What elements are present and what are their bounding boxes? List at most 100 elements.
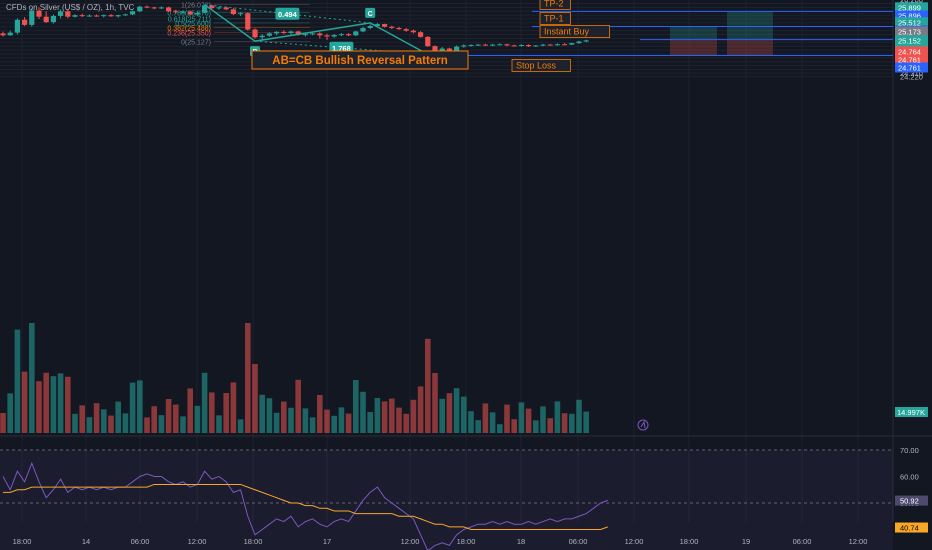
loss-zone-1 xyxy=(670,39,717,56)
volume-bar xyxy=(173,404,179,433)
candle-body xyxy=(295,31,301,35)
candle-body xyxy=(108,15,114,17)
time-tick-label: 06:00 xyxy=(793,537,812,546)
volume-bar xyxy=(439,398,445,433)
volume-bar xyxy=(216,415,222,433)
candle-body xyxy=(382,24,388,27)
volume-bar xyxy=(295,379,301,433)
candle-body xyxy=(432,46,438,53)
price-label-tag xyxy=(895,62,928,73)
rsi-pane xyxy=(0,449,893,550)
pattern-path xyxy=(204,4,429,56)
candle-body xyxy=(482,44,488,46)
volume-bar xyxy=(569,413,575,433)
rsi-value-tag xyxy=(895,495,928,506)
price-label-tag xyxy=(895,10,928,21)
candle-body xyxy=(562,44,568,46)
time-tick-label: 19 xyxy=(742,537,750,546)
candle-body xyxy=(180,11,186,13)
price-label-text: 25.512 xyxy=(898,18,921,27)
price-label-tag xyxy=(895,46,928,57)
price-label-tag xyxy=(895,26,928,37)
candle-body xyxy=(403,29,409,31)
candle-body xyxy=(209,5,215,9)
ratio-label: 1.768 xyxy=(332,44,351,53)
candle-body xyxy=(230,9,236,14)
candle-body xyxy=(389,26,395,28)
candle-body xyxy=(0,33,6,36)
volume-bar xyxy=(338,407,345,433)
rsi-ma-tag xyxy=(895,522,928,533)
candle-body xyxy=(137,6,143,12)
time-tick-label: 12:00 xyxy=(625,537,644,546)
position-boxes xyxy=(670,11,773,56)
volume-bar xyxy=(367,412,373,433)
trade-levels: TP-2 TP-1 Instant Buy Stop Loss xyxy=(420,0,893,72)
volume-bar xyxy=(331,415,337,433)
fib-level-label: 0(25.127) xyxy=(181,39,211,46)
candle-body xyxy=(490,44,496,46)
candle-body xyxy=(317,33,323,36)
candle-body xyxy=(288,31,294,34)
candle-body xyxy=(72,15,78,17)
rsi-tick-label: 60.00 xyxy=(900,473,919,482)
candle-body xyxy=(504,44,510,46)
rsi-value-label: 50.92 xyxy=(900,497,919,506)
candle-body xyxy=(36,10,42,17)
volume-bar xyxy=(65,376,71,433)
volume-bar xyxy=(281,401,287,433)
volume-bar xyxy=(374,398,381,433)
price-label-tag xyxy=(895,2,928,13)
price-tick-label: 26.300 xyxy=(900,0,923,1)
candle-body xyxy=(122,14,128,16)
volume-bar xyxy=(144,417,150,433)
candle-body xyxy=(115,15,121,17)
fib-level-label: 0.382(25.488) xyxy=(167,25,211,32)
volume-bar xyxy=(0,413,6,433)
candle-body xyxy=(238,13,244,15)
volume-bar xyxy=(353,380,359,433)
rsi-ma-label: 40.74 xyxy=(900,524,919,533)
volume-bar xyxy=(288,407,294,433)
volume-bar xyxy=(525,408,532,433)
candle-body xyxy=(554,44,560,46)
pattern-point-label: C xyxy=(368,11,373,18)
pattern-point-marker xyxy=(365,7,376,18)
candle-body xyxy=(425,36,431,47)
volume-bar xyxy=(259,394,265,433)
volume-bar xyxy=(511,419,517,433)
time-tick-label: 06:00 xyxy=(131,537,150,546)
candle-body xyxy=(216,7,222,9)
candle-body xyxy=(58,11,64,16)
candle-body xyxy=(475,44,481,46)
status-icon-ring xyxy=(637,419,649,431)
volume-bar xyxy=(309,417,316,433)
candle-body xyxy=(158,7,164,9)
candle-body xyxy=(187,11,193,15)
volume-bar xyxy=(554,401,561,433)
candle-body xyxy=(29,10,35,25)
volume-bar xyxy=(396,407,402,433)
volume-bar xyxy=(345,413,352,433)
volume-bar xyxy=(583,411,589,433)
volume-bar xyxy=(302,408,309,433)
volume-value-tag xyxy=(895,407,928,417)
volume-bar xyxy=(223,393,229,433)
volume-bar xyxy=(14,329,21,433)
time-tick-label: 12:00 xyxy=(401,537,420,546)
time-tick-label: 12:00 xyxy=(188,537,207,546)
candle-body xyxy=(353,31,359,36)
price-label-text: 25.896 xyxy=(898,11,921,20)
candle-body xyxy=(7,32,13,36)
volume-bar xyxy=(389,398,395,433)
candle-body xyxy=(223,7,229,10)
candle-body xyxy=(547,44,553,46)
price-tick-label: 24.220 xyxy=(900,72,923,81)
volume-bar xyxy=(57,373,64,433)
volume-bar xyxy=(180,416,186,433)
candle-body xyxy=(454,46,460,51)
volume-bar xyxy=(115,401,121,433)
volume-bar xyxy=(403,413,409,433)
